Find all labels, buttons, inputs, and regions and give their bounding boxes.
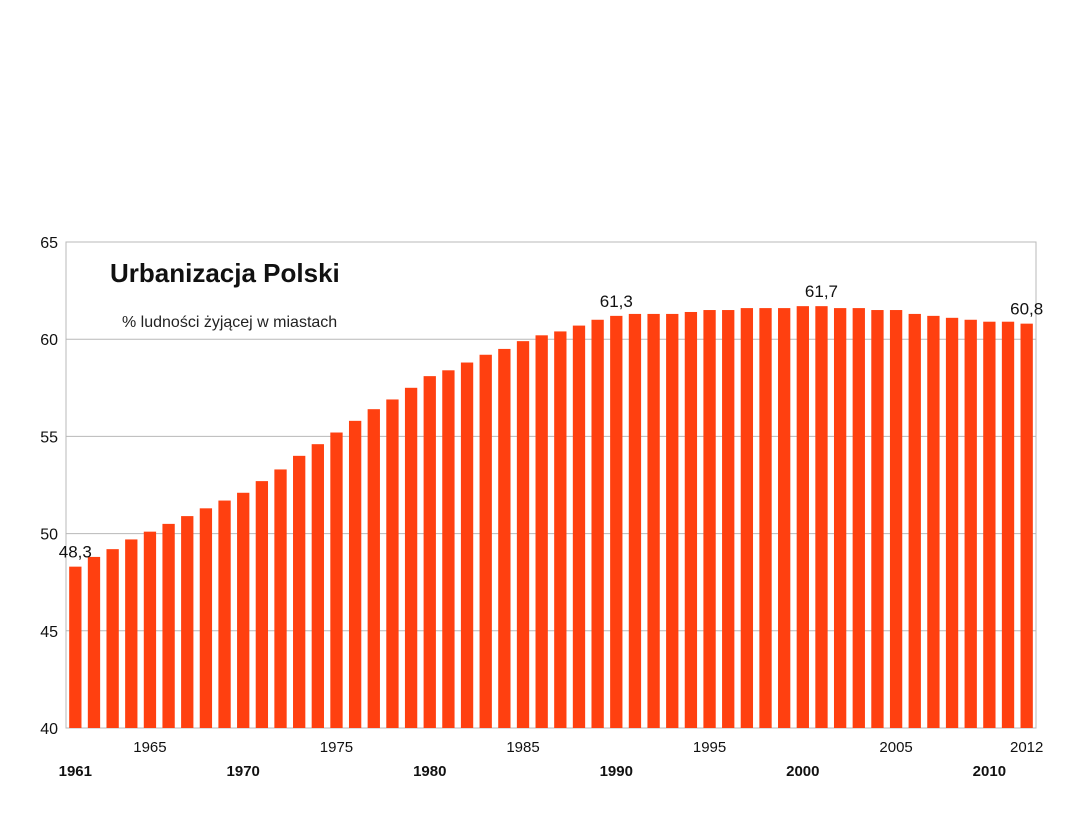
x-tick-label: 1990 <box>600 763 633 780</box>
chart-subtitle: % ludności żyjącej w miastach <box>122 314 337 331</box>
x-tick-label: 1980 <box>413 763 446 780</box>
bar <box>1001 321 1015 728</box>
data-label: 60,8 <box>1010 300 1043 319</box>
bar <box>927 315 940 728</box>
y-tick-label: 50 <box>40 527 58 544</box>
bar <box>255 481 269 728</box>
x-tick-label: 1970 <box>227 763 260 780</box>
x-tick-label: 2000 <box>786 763 819 780</box>
y-tick-label: 45 <box>40 624 58 641</box>
y-tick-label: 60 <box>40 332 58 349</box>
data-label: 61,7 <box>805 282 838 301</box>
bar <box>162 523 175 728</box>
bar <box>330 432 343 728</box>
bar <box>479 354 492 728</box>
bar <box>591 319 604 728</box>
bar <box>983 321 996 728</box>
bar <box>404 387 418 728</box>
bar <box>423 376 436 728</box>
bar <box>833 308 847 728</box>
x-tick-label: 2010 <box>973 763 1006 780</box>
bar <box>516 341 530 728</box>
bar <box>311 444 324 728</box>
bar <box>460 362 474 728</box>
bar <box>889 310 903 728</box>
bar <box>647 313 660 728</box>
bar <box>535 335 548 728</box>
bar <box>740 308 754 728</box>
bar <box>796 306 809 728</box>
bar <box>143 531 157 728</box>
data-label: 61,3 <box>600 292 633 311</box>
bar <box>945 317 959 728</box>
bar <box>106 549 119 728</box>
bar <box>703 310 716 728</box>
bar <box>442 370 455 728</box>
bar <box>69 566 82 728</box>
bar <box>1020 323 1033 728</box>
bar <box>572 325 586 728</box>
data-label: 48,3 <box>59 543 92 562</box>
bar <box>181 516 194 728</box>
bar <box>498 348 511 728</box>
bar <box>367 409 380 728</box>
bar <box>610 315 623 728</box>
bar <box>628 313 642 728</box>
bar <box>852 308 865 728</box>
x-tick-label: 1965 <box>133 739 166 756</box>
bar <box>386 399 399 728</box>
x-tick-label: 1975 <box>320 739 353 756</box>
bar <box>348 420 362 728</box>
bar <box>815 306 828 728</box>
chart-title: Urbanizacja Polski <box>110 258 340 288</box>
x-tick-label: 2012 <box>1010 739 1043 756</box>
bar <box>908 313 921 728</box>
x-tick-label: 1961 <box>59 763 92 780</box>
bar <box>199 508 213 728</box>
bar <box>237 492 250 728</box>
bars-layer <box>69 306 1033 728</box>
bar <box>778 308 791 728</box>
bar <box>554 331 567 728</box>
labels-layer: 40 45 50 55 60 65 48,3 61,3 61,7 60,8 1965 1975 1985… <box>40 235 1043 780</box>
y-tick-label: 55 <box>40 429 58 446</box>
bar <box>964 319 977 728</box>
bar <box>684 311 698 728</box>
bar <box>87 556 101 728</box>
bar <box>274 469 287 728</box>
y-tick-label: 65 <box>40 235 58 252</box>
bar <box>759 308 772 728</box>
bar <box>293 455 306 728</box>
x-tick-label: 1995 <box>693 739 726 756</box>
bar <box>722 310 735 728</box>
x-tick-label: 1985 <box>506 739 539 756</box>
bar <box>871 310 884 728</box>
bar <box>666 313 679 728</box>
bar <box>218 500 231 728</box>
y-tick-label: 40 <box>40 721 58 738</box>
x-tick-label: 2005 <box>879 739 912 756</box>
bar <box>125 539 138 728</box>
